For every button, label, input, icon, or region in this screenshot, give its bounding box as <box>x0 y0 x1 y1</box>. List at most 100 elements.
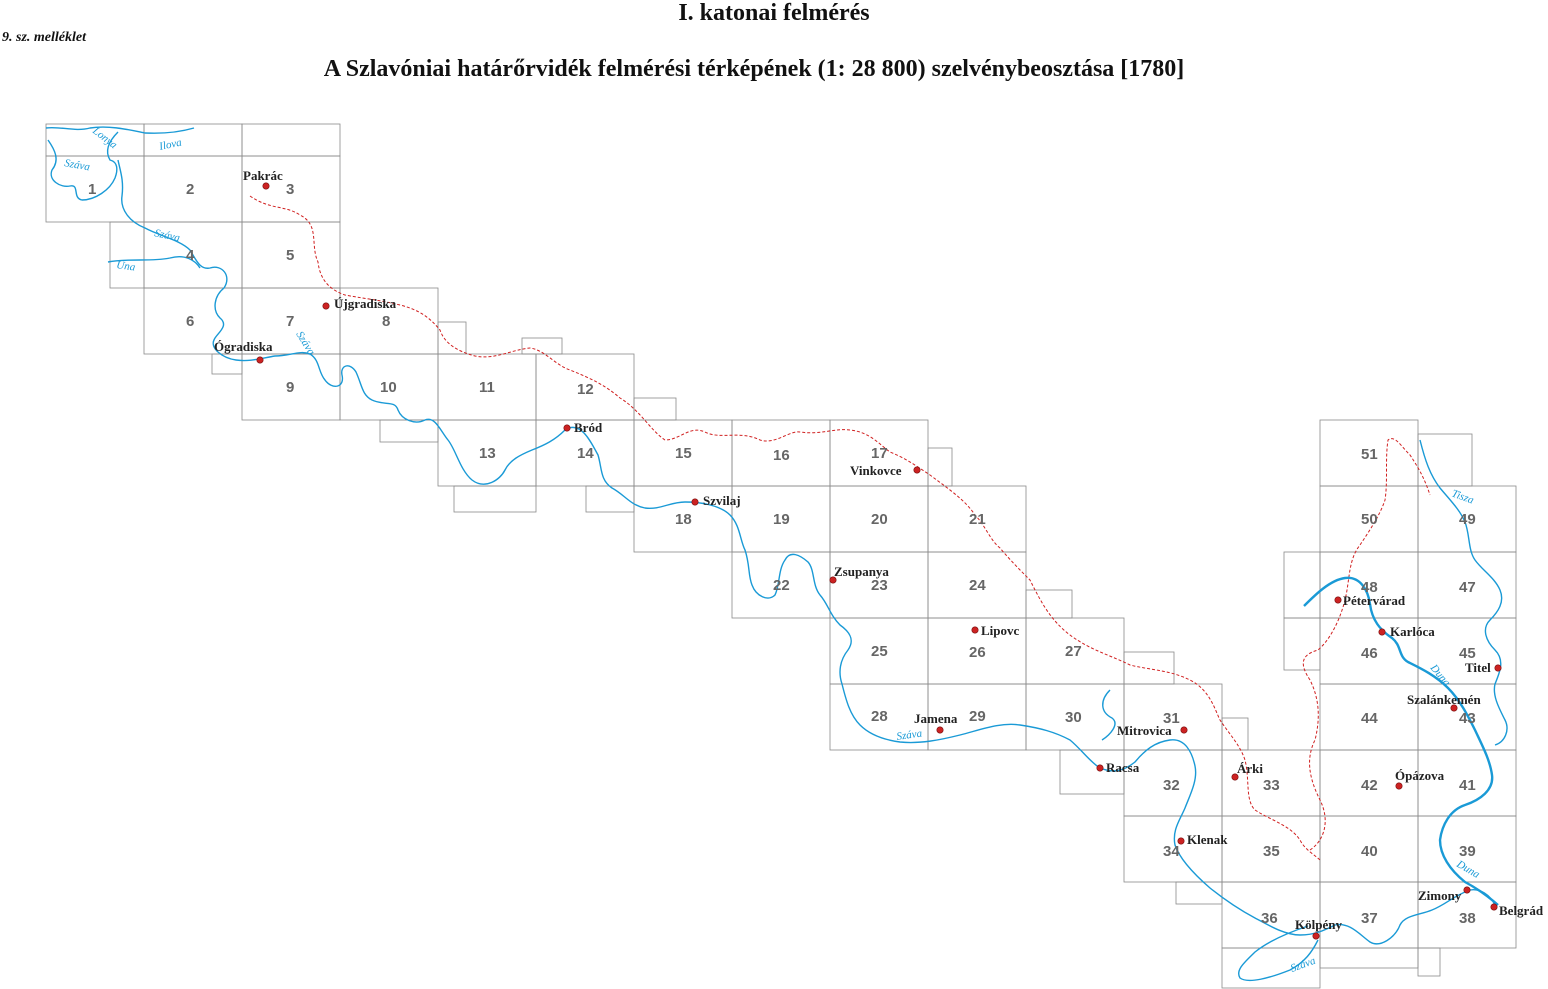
rivers <box>45 126 1508 982</box>
river-label: Ilova <box>157 136 183 153</box>
sheet-number: 36 <box>1261 910 1278 927</box>
town-labels: Pakrác Újgradiska Ógradiska Bród Szvilaj… <box>214 168 1544 932</box>
town-marker <box>1312 932 1320 940</box>
sheet-number: 20 <box>871 511 888 528</box>
town-marker <box>1334 596 1342 604</box>
sheet-number: 10 <box>380 379 397 396</box>
town-label: Karlóca <box>1390 624 1435 639</box>
town-marker <box>256 356 264 364</box>
town-marker <box>971 626 979 634</box>
town-label: Klenak <box>1187 832 1228 847</box>
town-markers <box>256 182 1502 940</box>
sheet-number: 41 <box>1459 777 1476 794</box>
sheet-number: 23 <box>871 577 888 594</box>
town-label: Árki <box>1237 761 1263 776</box>
sheet-number: 9 <box>286 379 294 396</box>
town-label: Szalánkemén <box>1407 692 1481 707</box>
town-label: Pakrác <box>243 168 283 183</box>
town-label: Racsa <box>1106 760 1140 775</box>
sheet-number: 27 <box>1065 643 1082 660</box>
sheet-number: 25 <box>871 643 888 660</box>
town-marker <box>1463 886 1471 894</box>
sheet-number: 50 <box>1361 511 1378 528</box>
sheet-number: 40 <box>1361 843 1378 860</box>
sheet-number: 16 <box>773 447 790 464</box>
town-label: Ógradiska <box>214 339 273 354</box>
sheet-number: 32 <box>1163 777 1180 794</box>
sheet-number: 24 <box>969 577 986 594</box>
sheet-number: 15 <box>675 445 692 462</box>
town-marker <box>1378 628 1386 636</box>
town-label: Zimony <box>1418 888 1462 903</box>
town-label: Szvilaj <box>703 493 741 508</box>
town-marker <box>1180 726 1188 734</box>
river-label: Duna <box>1454 858 1482 881</box>
sheet-number: 13 <box>479 445 496 462</box>
sheet-number: 11 <box>479 379 495 396</box>
river-label: Una <box>116 259 137 274</box>
sheet-number: 33 <box>1263 777 1280 794</box>
sheet-number: 51 <box>1361 446 1378 463</box>
town-marker <box>691 498 699 506</box>
sheet-number: 48 <box>1361 579 1378 596</box>
town-label: Zsupanya <box>834 564 889 579</box>
river-label: Száva <box>1289 955 1318 975</box>
sheet-number: 26 <box>969 644 986 661</box>
town-marker <box>936 726 944 734</box>
sheet-number: 3 <box>286 181 294 198</box>
sheet-number: 4 <box>186 247 195 264</box>
sheet-number: 18 <box>675 511 692 528</box>
sheet-number: 5 <box>286 247 294 264</box>
river-label: Száva <box>153 227 181 244</box>
sheet-number: 17 <box>871 445 888 462</box>
town-label: Jamena <box>914 711 958 726</box>
town-label: Lipovc <box>981 623 1020 638</box>
sheet-number: 44 <box>1361 710 1378 727</box>
town-marker <box>322 302 330 310</box>
sheet-number: 1 <box>88 181 96 198</box>
sheet-number: 12 <box>577 381 594 398</box>
town-marker <box>1490 903 1498 911</box>
river-label: Száva <box>896 727 924 743</box>
sheet-number: 6 <box>186 313 194 330</box>
sheet-number: 29 <box>969 708 986 725</box>
sheet-number: 21 <box>969 511 986 528</box>
sheet-grid <box>45 123 1517 989</box>
sheet-number: 45 <box>1459 645 1476 662</box>
town-marker <box>829 576 837 584</box>
sheet-number: 47 <box>1459 579 1476 596</box>
town-marker <box>1395 782 1403 790</box>
town-label: Titel <box>1465 660 1491 675</box>
sheet-number: 14 <box>577 445 594 462</box>
annex-label: 9. sz. melléklet <box>2 30 86 45</box>
sheet-number: 2 <box>186 181 194 198</box>
town-marker <box>563 424 571 432</box>
town-label: Vinkovce <box>850 463 902 478</box>
town-label: Bród <box>574 420 603 435</box>
town-label: Újgradiska <box>334 296 397 311</box>
map-subtitle: A Szlavóniai határőrvidék felmérési térk… <box>323 56 1185 82</box>
town-marker <box>1450 704 1458 712</box>
town-marker <box>1177 837 1185 845</box>
sheet-number: 31 <box>1163 710 1180 727</box>
town-marker <box>262 182 270 190</box>
sheet-number: 35 <box>1263 843 1280 860</box>
sheet-number: 19 <box>773 511 790 528</box>
town-label: Kölpény <box>1295 917 1342 932</box>
sheet-numbers: 1 2 3 4 5 6 7 8 9 10 11 12 13 14 15 16 1… <box>88 181 1476 927</box>
sheet-number: 7 <box>286 313 294 330</box>
sheet-number: 38 <box>1459 910 1476 927</box>
danube-river <box>1303 576 1499 906</box>
river-label: Száva <box>63 157 91 173</box>
frontier-line <box>249 195 1431 861</box>
town-marker <box>1231 773 1239 781</box>
town-marker <box>913 466 921 474</box>
sheet-number: 30 <box>1065 709 1082 726</box>
town-label: Belgrád <box>1499 903 1544 918</box>
sheet-number: 42 <box>1361 777 1378 794</box>
sheet-number: 46 <box>1361 645 1378 662</box>
sheet-number: 37 <box>1361 910 1378 927</box>
sheet-number: 22 <box>773 577 790 594</box>
town-marker <box>1096 764 1104 772</box>
sheet-number: 8 <box>382 313 390 330</box>
